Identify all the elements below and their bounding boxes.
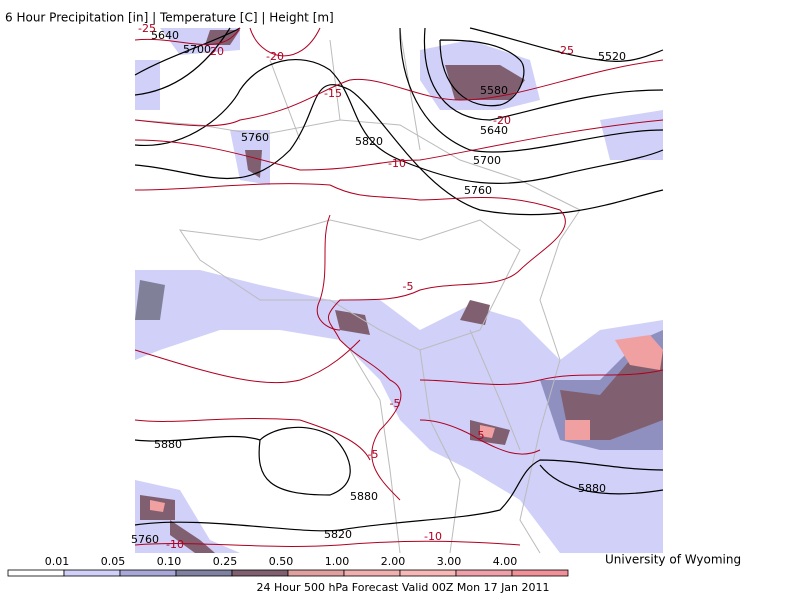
height-contours xyxy=(134,27,664,532)
contour-label: -20 xyxy=(266,50,284,63)
legend-label: 1.00 xyxy=(325,555,350,568)
legend-swatch xyxy=(287,569,345,577)
country-borders xyxy=(134,29,581,554)
legend-swatch xyxy=(119,569,177,577)
contour-label: 5880 xyxy=(350,490,378,503)
legend-label: 0.05 xyxy=(101,555,126,568)
contour-label: -25 xyxy=(138,22,156,35)
contour-label: 5700 xyxy=(473,154,501,167)
contour-label: 5760 xyxy=(241,131,269,144)
contour-label: -20 xyxy=(493,114,511,127)
caption: 24 Hour 500 hPa Forecast Valid 00Z Mon 1… xyxy=(256,581,549,594)
legend: 0.01 0.05 0.10 0.25 0.50 1.00 2.00 3.00 4.00 xyxy=(7,555,569,577)
legend-label: 0.10 xyxy=(157,555,182,568)
contour-label: 5760 xyxy=(131,533,159,546)
contour-label: -10 xyxy=(388,157,406,170)
legend-swatch xyxy=(7,569,65,577)
contour-label: 5640 xyxy=(151,29,179,42)
legend-swatch xyxy=(399,569,457,577)
contour-label: 5820 xyxy=(324,528,352,541)
legend-label: 4.00 xyxy=(493,555,518,568)
contour-label: -5 xyxy=(390,397,401,410)
precipitation xyxy=(135,28,663,553)
legend-label: 0.25 xyxy=(213,555,238,568)
title: 6 Hour Precipitation [in] | Temperature … xyxy=(5,11,334,25)
legend-label: 2.00 xyxy=(381,555,406,568)
temperature-contours xyxy=(134,27,664,547)
contour-label: -20 xyxy=(206,45,224,58)
contour-label: 5700 xyxy=(183,43,211,56)
legend-swatch xyxy=(511,569,569,577)
contour-label: -10 xyxy=(166,538,184,551)
legend-swatch xyxy=(231,569,289,577)
contour-label: -15 xyxy=(324,87,342,100)
legend-swatch xyxy=(455,569,513,577)
legend-label: 0.50 xyxy=(269,555,294,568)
legend-label: 3.00 xyxy=(437,555,462,568)
contour-label: 5 xyxy=(478,429,485,442)
contour-label: -10 xyxy=(424,530,442,543)
contour-label: 5760 xyxy=(464,184,492,197)
contour-label: -5 xyxy=(403,280,414,293)
legend-swatch xyxy=(175,569,233,577)
legend-label: 0.01 xyxy=(45,555,70,568)
contour-label: 5820 xyxy=(355,135,383,148)
contour-label: 5880 xyxy=(154,438,182,451)
legend-swatch xyxy=(343,569,401,577)
contour-label: -25 xyxy=(556,44,574,57)
contour-label: 5640 xyxy=(480,124,508,137)
contour-label: -5 xyxy=(368,448,379,461)
contour-label: 5580 xyxy=(480,84,508,97)
contour-label: 5520 xyxy=(598,50,626,63)
credit: University of Wyoming xyxy=(605,553,741,567)
legend-swatch xyxy=(63,569,121,577)
contour-label: 5880 xyxy=(578,482,606,495)
